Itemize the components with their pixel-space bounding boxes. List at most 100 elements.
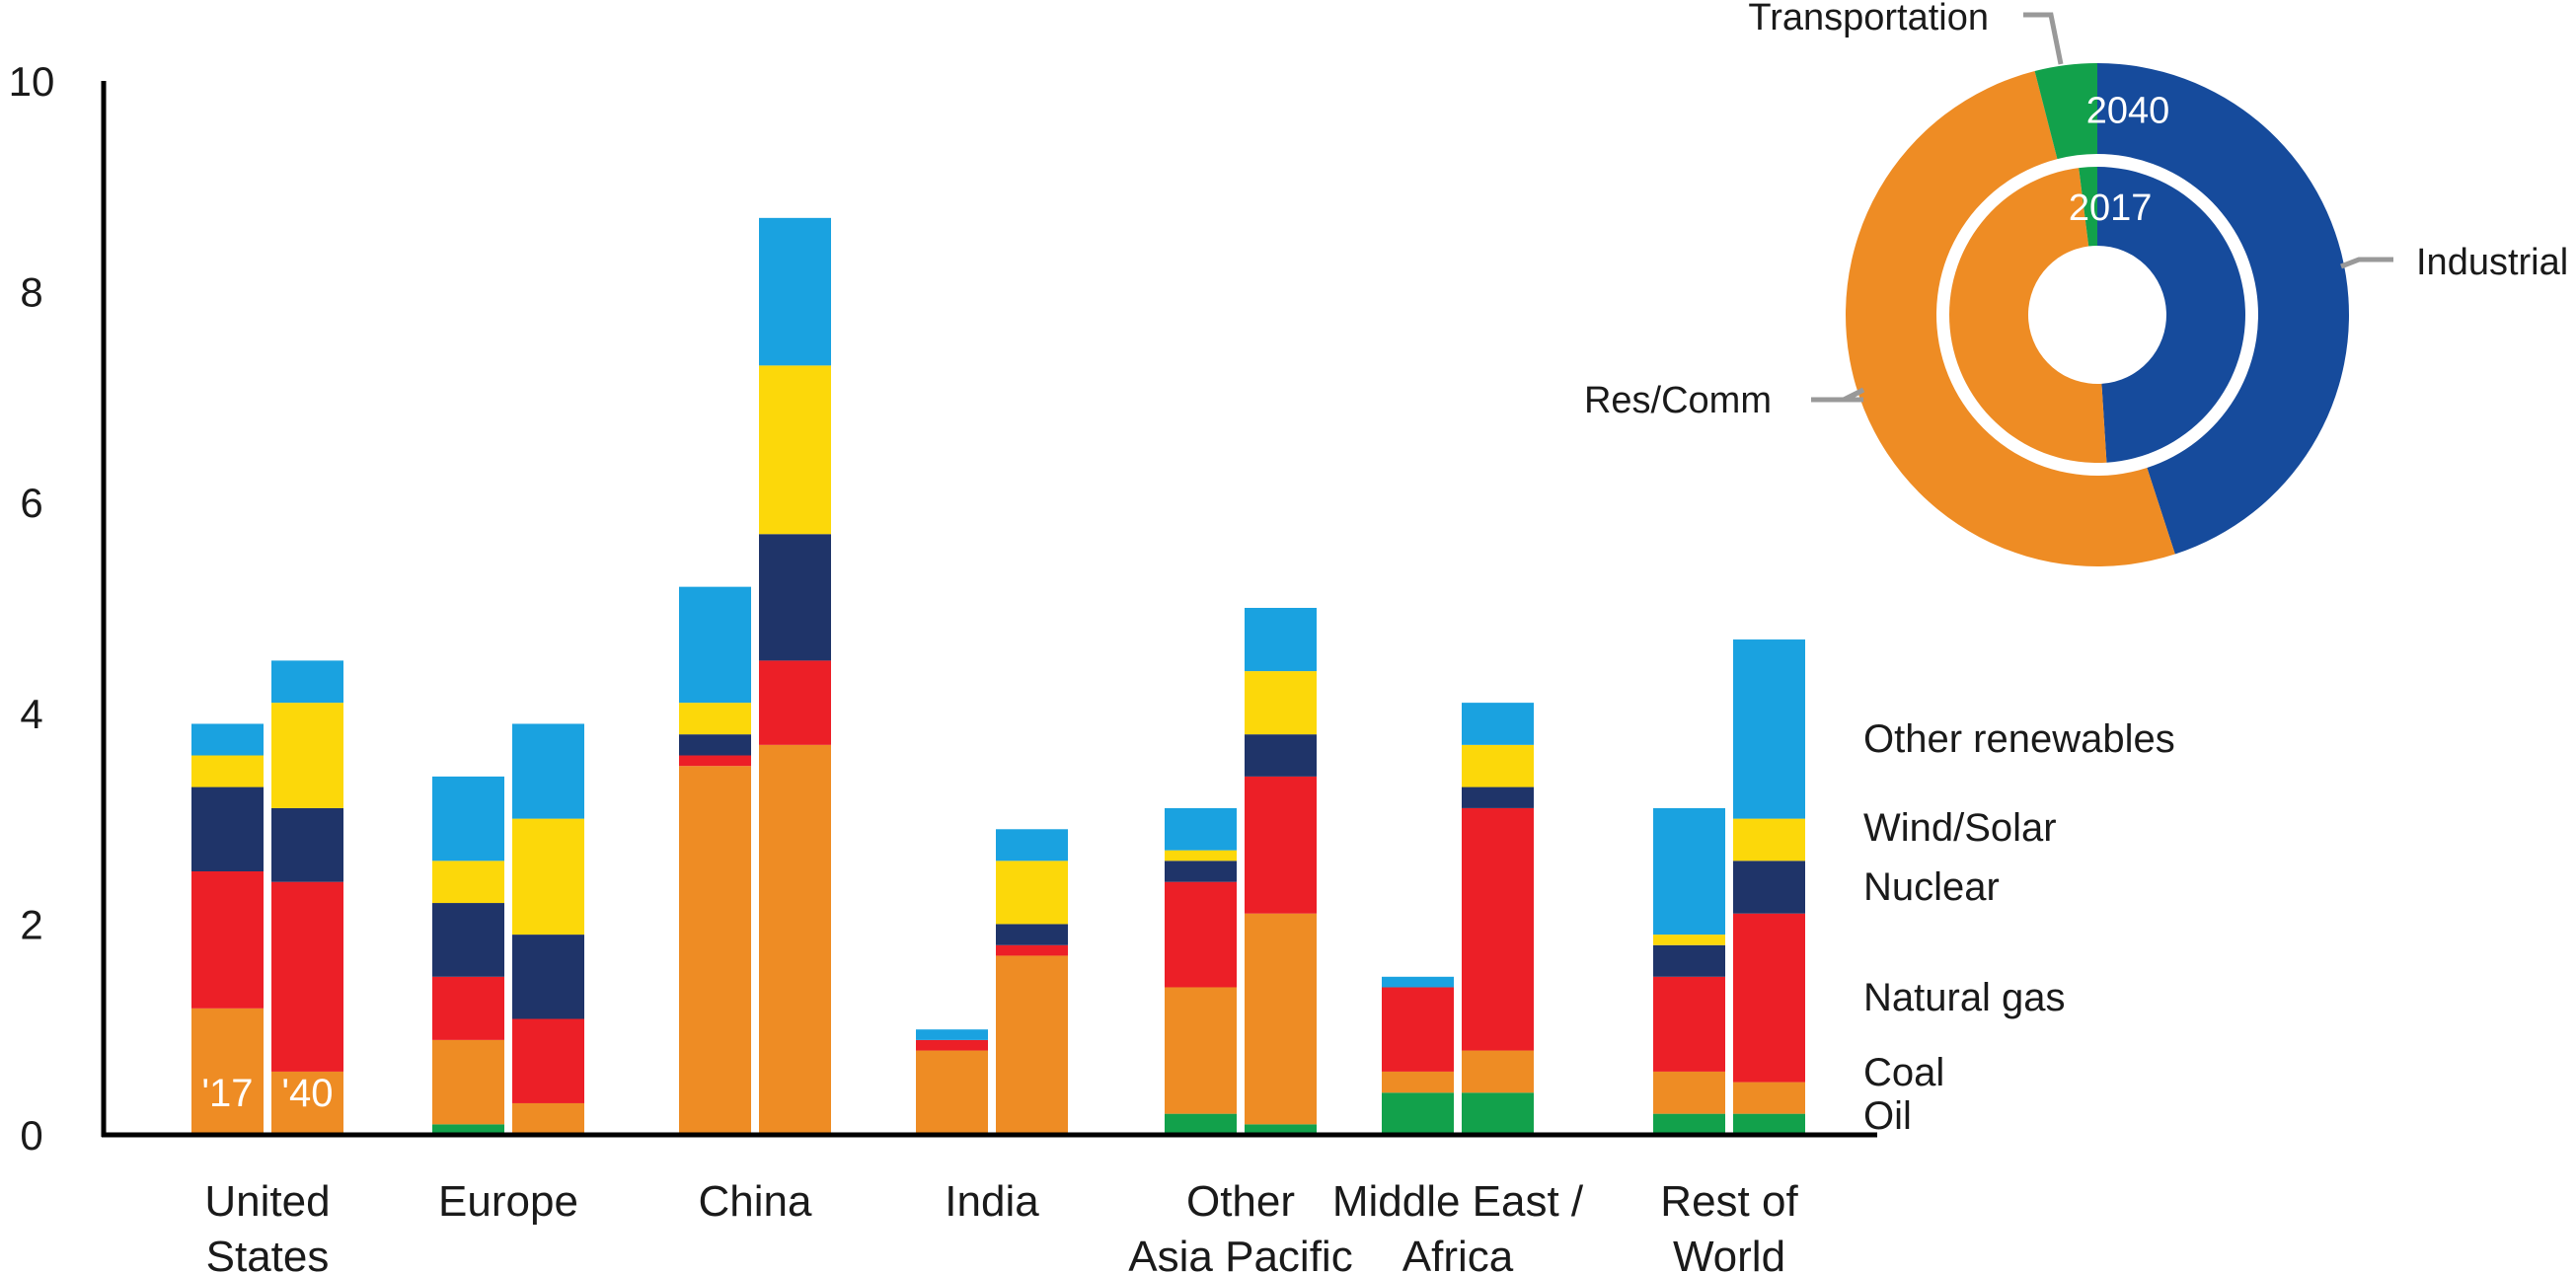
bar-segment-coal	[759, 744, 831, 1135]
legend-coal: Coal	[1863, 1051, 1944, 1094]
bar-segment-natural-gas	[679, 755, 751, 767]
legend: Other renewables Wind/Solar Nuclear Natural…	[1863, 717, 2175, 1138]
category-label: Rest of	[1660, 1177, 1798, 1226]
bar-segment-other-renewables	[191, 723, 264, 756]
legend-natural-gas: Natural gas	[1863, 976, 2066, 1019]
y-tick-label: 8	[20, 269, 42, 316]
y-tick-label: 4	[20, 691, 42, 737]
donut-slice-2040-industrial	[2097, 63, 2350, 555]
bar-segment-nuclear	[271, 807, 343, 882]
bar-segment-nuclear	[512, 935, 584, 1019]
stacked-bars: '17 '40	[191, 217, 1805, 1135]
bar-segment-nuclear	[432, 903, 504, 977]
bar-segment-wind-solar	[759, 365, 831, 535]
donut-slice-2040-res-comm	[1846, 71, 2175, 566]
bar-segment-other-renewables	[916, 1029, 988, 1040]
donut-label-industrial: Industrial	[2416, 242, 2568, 283]
bar-segment-natural-gas	[1733, 913, 1805, 1083]
y-tick-label: 10	[9, 58, 55, 105]
bar-segment-wind-solar	[1462, 744, 1534, 787]
bar-segment-other-renewables	[512, 723, 584, 819]
donut-slice-2040-transportation	[2034, 63, 2097, 160]
bar-segment-natural-gas	[1165, 881, 1237, 988]
bar-segment-nuclear	[191, 786, 264, 871]
bar-segment-coal	[1245, 913, 1317, 1125]
bar-segment-other-renewables	[759, 217, 831, 366]
bar-segment-nuclear	[1245, 734, 1317, 777]
bar-segment-nuclear	[1733, 861, 1805, 914]
donut-label-transportation: Transportation	[1748, 0, 1989, 38]
bar-segment-oil	[1382, 1092, 1454, 1135]
donut-label-res-comm: Res/Comm	[1584, 380, 1772, 421]
bar-segment-natural-gas	[916, 1039, 988, 1051]
y-axis: 0 2 4 6 8 10	[9, 58, 107, 1159]
bar-year-label: '40	[281, 1072, 333, 1115]
bar-segment-wind-solar	[679, 703, 751, 735]
bar-segment-nuclear	[759, 534, 831, 661]
bar-segment-natural-gas	[191, 871, 264, 1009]
bar-year-label: '17	[201, 1072, 253, 1115]
legend-oil: Oil	[1863, 1094, 1912, 1138]
bar-segment-other-renewables	[996, 829, 1068, 861]
category-label: States	[206, 1233, 330, 1273]
leader-line-res-comm	[1811, 387, 1865, 403]
category-label: Other	[1186, 1177, 1295, 1226]
bar-segment-coal	[432, 1039, 504, 1125]
donut-ring-year-label: 2017	[2069, 187, 2153, 229]
bar-segment-coal	[271, 1071, 343, 1135]
bar-segment-wind-solar	[996, 861, 1068, 925]
bar-segment-other-renewables	[1733, 639, 1805, 819]
bar-segment-natural-gas	[512, 1018, 584, 1103]
bar-segment-coal	[1653, 1071, 1725, 1114]
bar-segment-oil	[1165, 1113, 1237, 1135]
donut-slice-2017-res-comm	[1949, 168, 2107, 463]
bar-segment-nuclear	[679, 734, 751, 756]
bar-segment-natural-gas	[1382, 987, 1454, 1072]
bar-segment-natural-gas	[1653, 976, 1725, 1072]
bar-segment-nuclear	[1653, 944, 1725, 977]
bar-segment-wind-solar	[1733, 818, 1805, 861]
y-tick-label: 2	[20, 901, 42, 947]
legend-wind-solar: Wind/Solar	[1863, 806, 2057, 850]
y-tick-label: 6	[20, 480, 42, 526]
bar-segment-wind-solar	[512, 818, 584, 936]
bar-segment-wind-solar	[1165, 850, 1237, 861]
bar-segment-other-renewables	[1382, 976, 1454, 988]
category-label: India	[945, 1177, 1039, 1226]
bar-segment-wind-solar	[1245, 671, 1317, 735]
bar-segment-coal	[1733, 1082, 1805, 1114]
bar-segment-other-renewables	[679, 586, 751, 704]
bar-segment-natural-gas	[432, 976, 504, 1040]
bar-segment-nuclear	[996, 924, 1068, 945]
bar-segment-oil	[1733, 1113, 1805, 1135]
bar-segment-other-renewables	[1653, 807, 1725, 936]
bar-segment-oil	[432, 1124, 504, 1135]
bar-segment-wind-solar	[432, 861, 504, 904]
bar-segment-coal	[512, 1102, 584, 1135]
category-label: Europe	[438, 1177, 578, 1226]
bar-segment-coal	[191, 1008, 264, 1135]
bar-segment-natural-gas	[1245, 776, 1317, 914]
category-label: Middle East /	[1332, 1177, 1584, 1226]
leader-line-transportation	[2023, 12, 2064, 65]
bar-segment-other-renewables	[271, 660, 343, 704]
bar-segment-nuclear	[1462, 786, 1534, 808]
bar-segment-oil	[1653, 1113, 1725, 1135]
x-axis: United States Europe China India Other Asia Pa…	[102, 1132, 1877, 1273]
bar-segment-coal	[916, 1050, 988, 1135]
bar-segment-natural-gas	[271, 881, 343, 1072]
donut-slice-2017-transportation	[2079, 167, 2097, 247]
bar-segment-other-renewables	[1462, 703, 1534, 745]
bar-segment-oil	[1462, 1092, 1534, 1135]
bar-segment-wind-solar	[191, 755, 264, 787]
bar-segment-other-renewables	[1165, 807, 1237, 851]
bar-segment-nuclear	[1165, 861, 1237, 882]
legend-nuclear: Nuclear	[1863, 865, 2000, 909]
bar-segment-oil	[1245, 1124, 1317, 1135]
bar-segment-wind-solar	[1653, 935, 1725, 945]
category-label: World	[1673, 1233, 1785, 1273]
category-label: Asia Pacific	[1128, 1233, 1352, 1273]
y-tick-label: 0	[20, 1112, 42, 1159]
legend-other-renewables: Other renewables	[1863, 717, 2175, 761]
